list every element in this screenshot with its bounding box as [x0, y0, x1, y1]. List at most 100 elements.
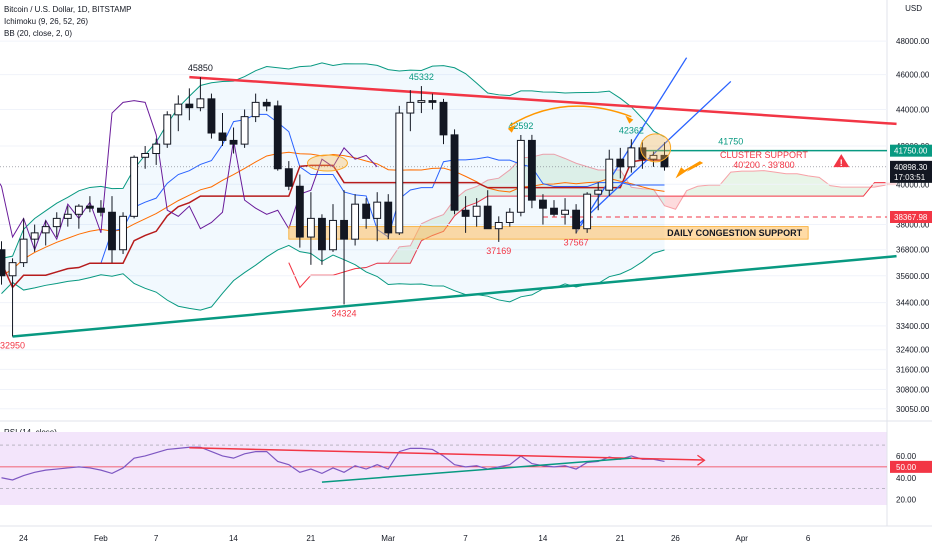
candle — [428, 93, 437, 110]
candle-up — [251, 101, 260, 118]
candle-up — [52, 217, 61, 228]
rsi-level-tag-text: 50.00 — [896, 463, 917, 472]
cloud-segment — [874, 182, 886, 188]
candle — [152, 138, 161, 165]
rsi-tick-label: 20.00 — [896, 496, 917, 505]
price-tick-label: 34400.00 — [896, 299, 930, 308]
price-tag-text: 40898.30 — [894, 163, 928, 172]
price-label: 32950 — [0, 340, 25, 350]
candle-up — [163, 114, 172, 145]
candle-up — [406, 101, 415, 114]
cloud-segment — [620, 169, 632, 197]
bb-upper — [1, 62, 665, 259]
cloud-segment — [852, 187, 864, 197]
candle-up — [74, 205, 83, 215]
candle-down — [262, 101, 271, 107]
candle-down — [572, 209, 581, 230]
price-tick-label: 33400.00 — [896, 322, 930, 331]
candle-up — [306, 217, 315, 238]
cloud-segment — [819, 177, 831, 197]
price-label: 41750 — [718, 137, 743, 147]
candle-down — [273, 105, 282, 170]
candle-down — [318, 217, 326, 251]
candle-down — [384, 201, 393, 234]
candle — [439, 98, 448, 145]
candle-down — [527, 139, 536, 201]
ichimoku-legend[interactable]: Ichimoku (9, 26, 52, 26) — [4, 17, 89, 26]
cloud-segment — [763, 170, 775, 197]
candle — [550, 200, 558, 217]
candle — [505, 208, 514, 227]
price-tag-text: 38367.98 — [894, 213, 928, 222]
candle-up — [19, 238, 28, 264]
candle — [8, 258, 17, 337]
bb-legend[interactable]: BB (20, close, 2, 0) — [4, 29, 73, 38]
candle — [218, 113, 227, 146]
candle-up — [594, 189, 603, 195]
candle-down — [207, 98, 216, 134]
price-tick-label: 35600.00 — [896, 272, 930, 281]
candle — [572, 204, 581, 234]
candle-up — [472, 205, 481, 217]
price-tag-time: 17:03:51 — [894, 173, 926, 182]
cloud-segment — [708, 185, 720, 197]
candle-up — [63, 213, 72, 219]
curved-arrow — [509, 105, 632, 127]
candle — [19, 218, 28, 267]
candle-up — [351, 203, 360, 240]
rsi-divergence-arrowhead — [697, 454, 706, 466]
cloud-segment — [697, 185, 709, 197]
candle-down — [185, 103, 194, 109]
price-tick-label: 36800.00 — [896, 246, 930, 255]
cloud-segment — [841, 187, 853, 197]
candle — [273, 100, 282, 171]
price-label: 37169 — [486, 246, 511, 256]
candle-up — [505, 211, 514, 223]
candle — [472, 198, 481, 227]
candle — [494, 216, 503, 242]
candle-up — [41, 226, 50, 234]
candle-down — [483, 205, 492, 230]
price-tick-label: 30050.00 — [896, 405, 930, 414]
time-tick-label: 14 — [229, 534, 238, 543]
candle — [30, 224, 39, 252]
candle — [207, 93, 216, 139]
candle — [74, 204, 83, 229]
cloud-segment — [797, 173, 809, 197]
time-tick-label: Feb — [94, 534, 108, 543]
warning-icon — [833, 154, 850, 168]
candle — [251, 93, 260, 123]
support-trendline — [12, 254, 897, 338]
price-tick-label: 38000.00 — [896, 221, 930, 230]
rsi-divergence-line — [189, 447, 704, 461]
price-tag — [890, 210, 932, 223]
symbol-title[interactable]: Bitcoin / U.S. Dollar, 1D, BITSTAMP — [4, 5, 132, 14]
cloud-segment — [642, 188, 654, 197]
candle-up — [373, 201, 382, 219]
time-tick-label: 6 — [806, 534, 811, 543]
price-tag-text: 41750.00 — [894, 147, 928, 156]
candle — [539, 194, 547, 225]
candle — [527, 134, 536, 209]
rsi-tick-label: 60.00 — [896, 452, 917, 461]
candle-up — [395, 112, 404, 234]
candle-down — [428, 100, 437, 103]
candle-down — [0, 249, 6, 277]
candle-up — [240, 116, 249, 145]
candle-down — [439, 101, 448, 136]
candle — [461, 196, 470, 233]
time-tick-label: 21 — [306, 534, 315, 543]
candle — [130, 155, 139, 219]
candle-up — [30, 232, 39, 240]
arrow-left-icon — [675, 161, 704, 179]
candle-up — [561, 209, 569, 215]
candle-up — [417, 100, 426, 103]
candle-up — [605, 158, 614, 191]
candle — [318, 214, 326, 265]
price-tag — [890, 160, 932, 183]
time-tick-label: 21 — [616, 534, 625, 543]
candle — [85, 196, 94, 213]
candle — [240, 109, 249, 148]
cloud-segment — [554, 154, 566, 197]
